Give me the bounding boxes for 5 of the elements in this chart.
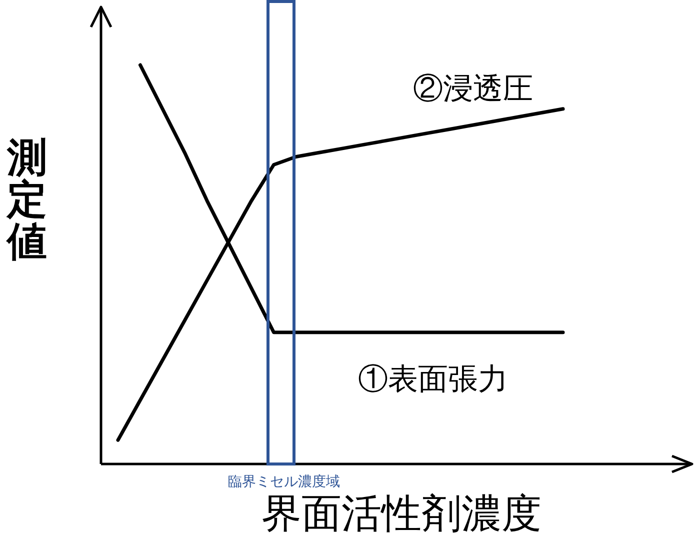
y-axis-title: 測定値 bbox=[5, 135, 47, 265]
series-label: ②浸透圧 bbox=[413, 71, 533, 106]
x-axis-title: 界面活性剤濃度 bbox=[262, 491, 542, 537]
series-label: ①表面張力 bbox=[358, 362, 508, 397]
text: 臨界ミセル濃度域 bbox=[228, 474, 340, 490]
